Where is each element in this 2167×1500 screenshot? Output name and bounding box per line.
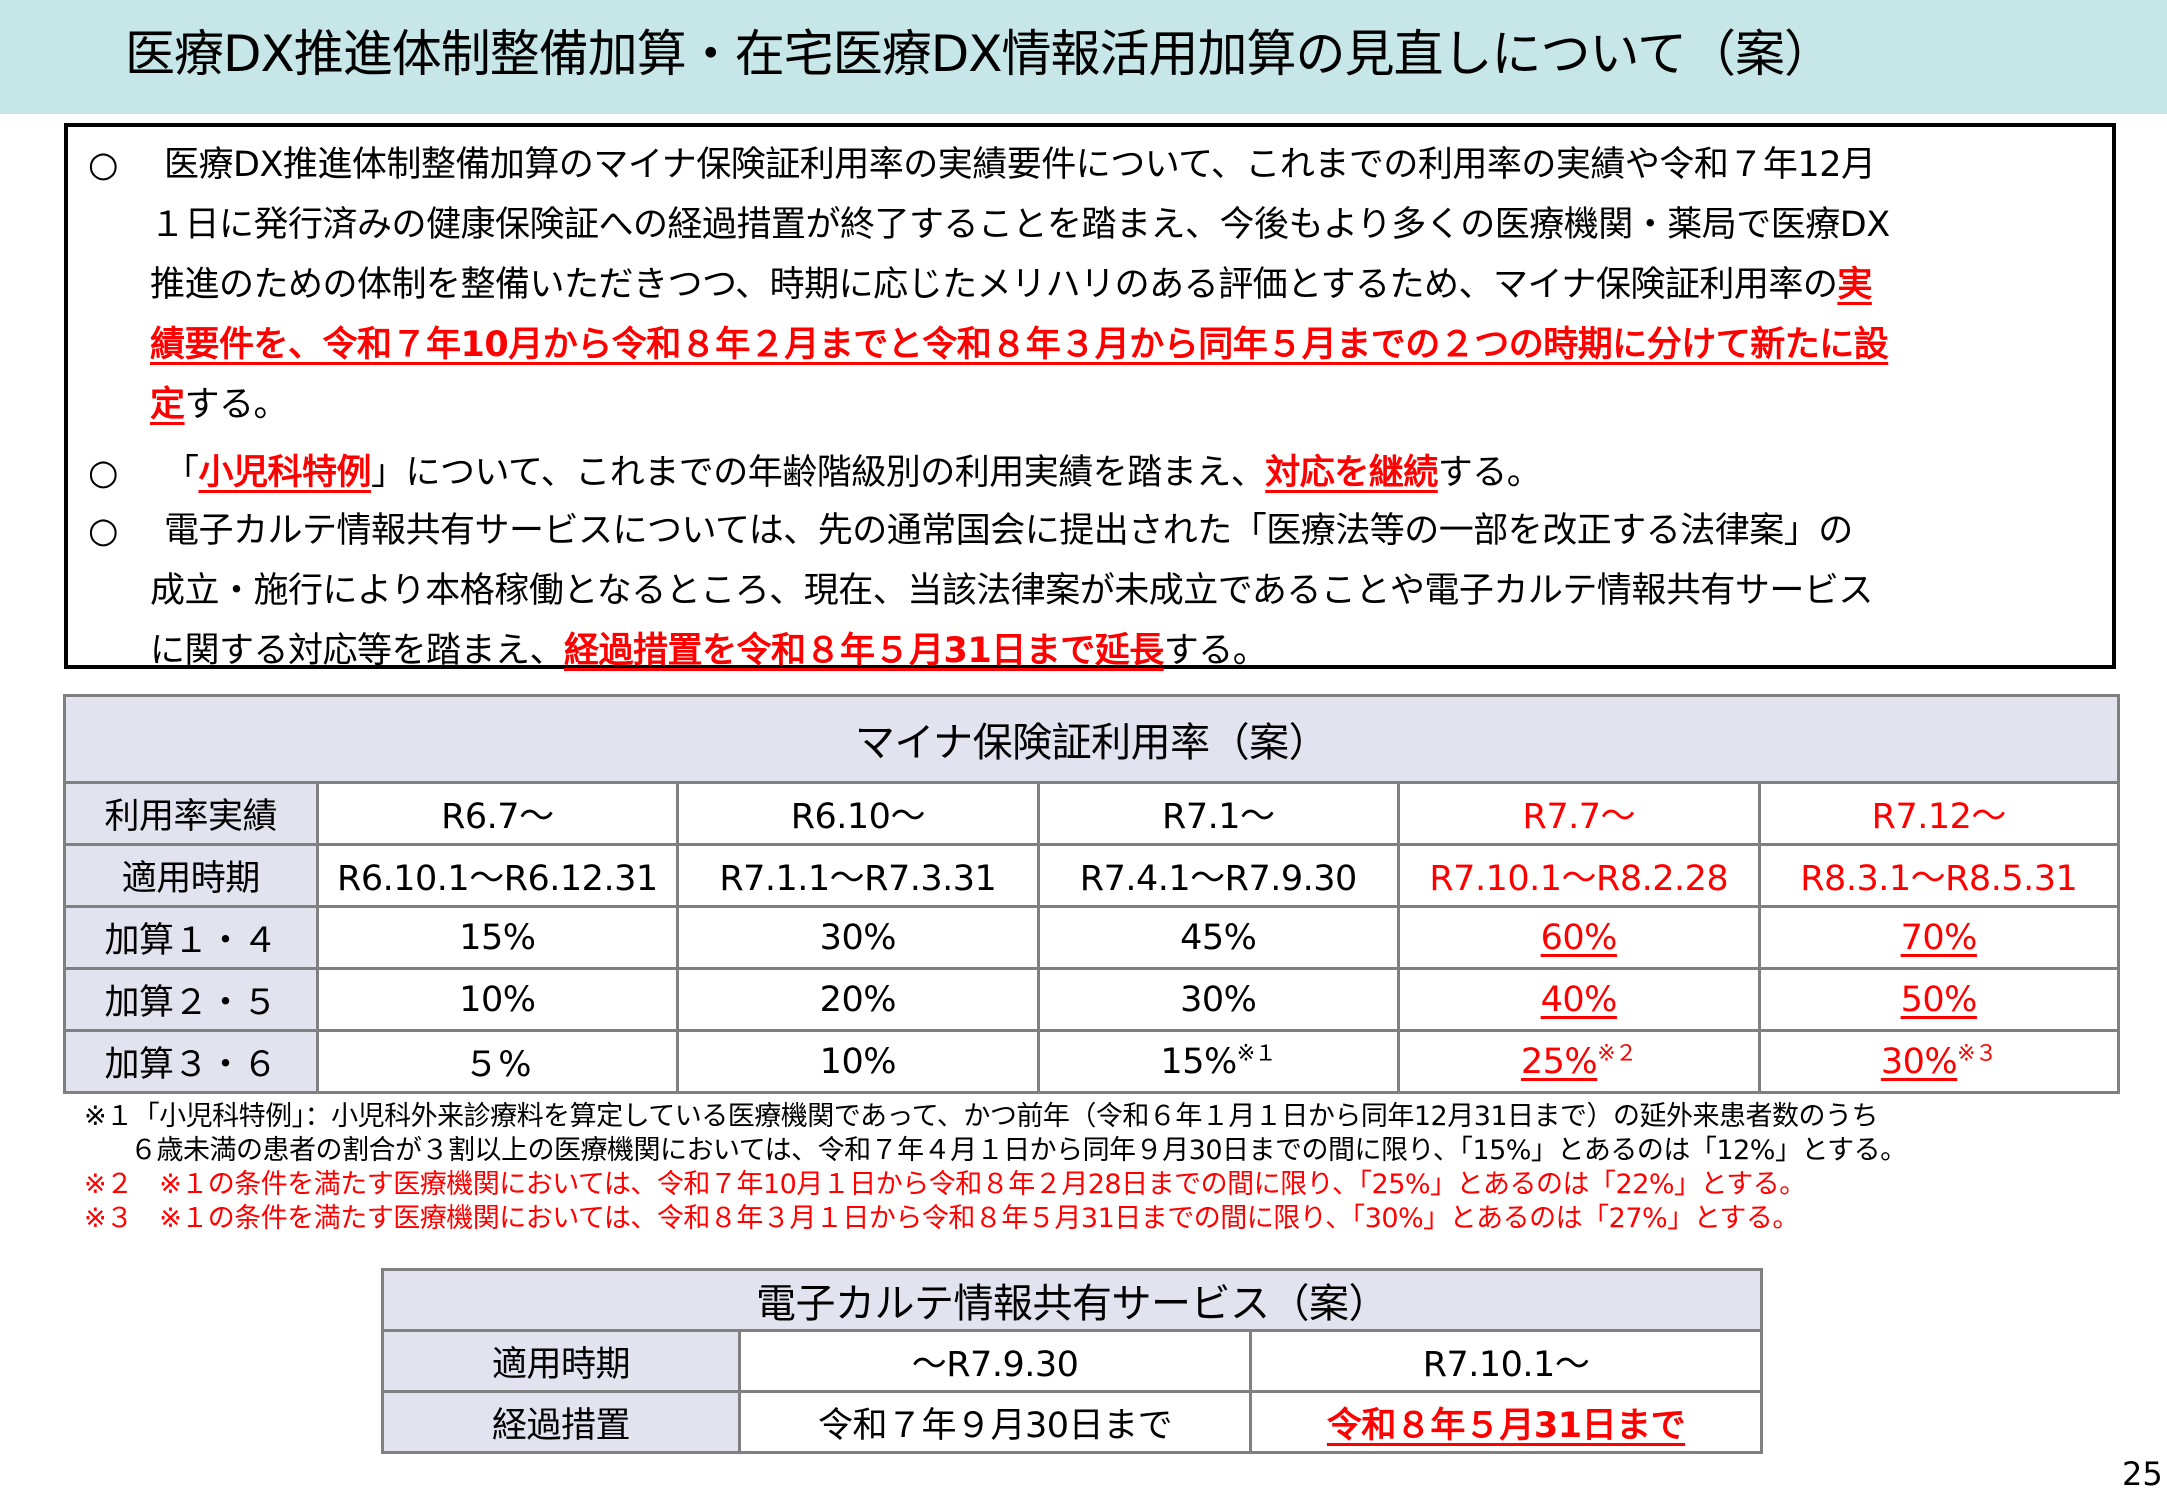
- table-cell: R6.7～: [315, 781, 680, 846]
- summary-box: ○ 医療DX推進体制整備加算のマイナ保険証利用率の実績要件について、これまでの利用…: [64, 123, 2116, 671]
- row-header: 加算３・６: [63, 1029, 319, 1094]
- pediatric-exception-highlight: 小児科特例: [198, 453, 372, 493]
- table-cell: R7.10.1～R8.2.28: [1397, 843, 1761, 908]
- bullet-3-end: する。: [1163, 631, 1268, 671]
- ehr-sharing-service-table: 電子カルテ情報共有サービス（案） 適用時期 ～R7.9.30 R7.10.1～ …: [380, 1268, 1763, 1454]
- table-cell: 30%: [1036, 967, 1401, 1032]
- bullet-3-line-1: 電子カルテ情報共有サービスについては、先の通常国会に提出された「医療法等の一部を…: [164, 511, 1853, 551]
- footnote-ref: ※２: [1597, 1040, 1637, 1066]
- table-cell: R7.1～: [1036, 781, 1401, 846]
- footnote-1: ※１「小児科特例」：小児科外来診療料を算定している医療機関であって、かつ前年（令…: [84, 1101, 1879, 1132]
- table-cell: 15%※１: [1036, 1029, 1401, 1094]
- extension-highlight: 経過措置を令和８年５月31日まで延長: [564, 631, 1164, 671]
- table-cell: 令和７年９月30日まで: [738, 1390, 1253, 1454]
- cell-value: 70%: [1900, 917, 1978, 958]
- circle-bullet-icon: ○: [88, 145, 119, 185]
- table-cell: 20%: [676, 967, 1040, 1032]
- bullet-1-highlight: 績要件を、令和７年10月から令和８年２月までと令和８年３月から同年５月までの２つ…: [150, 325, 1889, 365]
- circle-bullet-icon: ○: [88, 453, 119, 493]
- table-cell: R7.12～: [1757, 781, 2120, 846]
- bullet-2-text: 」について、これまでの年齢階級別の利用実績を踏まえ、: [371, 453, 1266, 493]
- title-bar: 医療DX推進体制整備加算・在宅医療DX情報活用加算の見直しについて（案）: [0, 0, 2167, 114]
- continue-highlight: 対応を継続: [1265, 453, 1438, 493]
- bullet-1-line-5: する。: [184, 385, 289, 425]
- table-cell: 45%: [1036, 905, 1401, 970]
- bullet-3-line-3: に関する対応等を踏まえ、: [150, 631, 565, 671]
- table-row: 加算２・５ 10% 20% 30% 40% 50%: [63, 967, 2120, 1032]
- page-number: 25: [2122, 1455, 2163, 1493]
- row-header: 経過措置: [380, 1390, 742, 1454]
- bullet-3-line-2: 成立・施行により本格稼働となるところ、現在、当該法律案が未成立であることや電子カ…: [150, 571, 1873, 611]
- row-header: 加算２・５: [63, 967, 319, 1032]
- row-header: 適用時期: [380, 1329, 742, 1393]
- table-cell: 30%※３: [1757, 1029, 2120, 1094]
- bullet-2-end: する。: [1437, 453, 1542, 493]
- footnote-1-cont: ６歳未満の患者の割合が３割以上の医療機関においては、令和７年４月１日から同年９月…: [130, 1135, 1907, 1166]
- cell-value: 60%: [1540, 917, 1618, 958]
- circle-bullet-icon: ○: [88, 511, 119, 551]
- bullet-1-highlight-end: 定: [150, 385, 185, 425]
- table-cell: R7.10.1～: [1249, 1329, 1763, 1393]
- row-header: 加算１・４: [63, 905, 319, 970]
- table-row: 利用率実績 R6.7～ R6.10～ R7.1～ R7.7～ R7.12～: [63, 781, 2120, 846]
- bullet-2: ○ 「小児科特例」について、これまでの年齢階級別の利用実績を踏まえ、対応を継続する…: [88, 443, 2088, 503]
- table-cell: 10%: [315, 967, 680, 1032]
- table-row: 適用時期 R6.10.1～R6.12.31 R7.1.1～R7.3.31 R7.…: [63, 843, 2120, 908]
- table-cell: 70%: [1757, 905, 2120, 970]
- table-cell: R8.3.1～R8.5.31: [1757, 843, 2120, 908]
- bullet-1-line-2: １日に発行済みの健康保険証への経過措置が終了することを踏まえ、今後もより多くの医…: [150, 205, 1890, 245]
- bullet-3: ○ 電子カルテ情報共有サービスについては、先の通常国会に提出された「医療法等の一部…: [88, 501, 2088, 681]
- ehr-table-title: 電子カルテ情報共有サービス（案）: [381, 1268, 1763, 1332]
- bullet-1-line-3: 推進のための体制を整備いただきつつ、時期に応じたメリハリのある評価とするため、マ…: [150, 265, 1838, 305]
- footnote-ref: ※３: [1957, 1040, 1997, 1066]
- table-cell: ～R7.9.30: [738, 1329, 1253, 1393]
- table-row: 加算３・６ ５% 10% 15%※１ 25%※２ 30%※３: [63, 1029, 2120, 1094]
- bullet-1-highlight-start: 実: [1837, 265, 1872, 305]
- table-row: 加算１・４ 15% 30% 45% 60% 70%: [63, 905, 2120, 970]
- footnote-ref: ※１: [1236, 1040, 1277, 1066]
- table-cell: 10%: [676, 1029, 1040, 1094]
- table-cell: R6.10.1～R6.12.31: [315, 843, 680, 908]
- table-cell: ５%: [315, 1029, 680, 1094]
- cell-value: 令和８年５月31日まで: [1326, 1405, 1686, 1446]
- footnote-2: ※２ ※１の条件を満たす医療機関においては、令和７年10月１日から令和８年２月2…: [84, 1169, 1806, 1200]
- table-cell: 50%: [1757, 967, 2120, 1032]
- page-title: 医療DX推進体制整備加算・在宅医療DX情報活用加算の見直しについて（案）: [125, 25, 1834, 83]
- footnotes: ※１「小児科特例」：小児科外来診療料を算定している医療機関であって、かつ前年（令…: [84, 1100, 2144, 1236]
- cell-value: 40%: [1540, 979, 1618, 1020]
- cell-value: 50%: [1900, 979, 1978, 1020]
- row-header: 適用時期: [63, 843, 319, 908]
- bullet-1: ○ 医療DX推進体制整備加算のマイナ保険証利用率の実績要件について、これまでの利用…: [88, 135, 2088, 435]
- footnote-3: ※３ ※１の条件を満たす医療機関においては、令和８年３月１日から令和８年５月31…: [84, 1203, 1799, 1234]
- table-row: 経過措置 令和７年９月30日まで 令和８年５月31日まで: [380, 1390, 1763, 1454]
- rate-table-title: マイナ保険証利用率（案）: [63, 694, 2120, 784]
- table-cell: 25%※２: [1397, 1029, 1761, 1094]
- table-row: 適用時期 ～R7.9.30 R7.10.1～: [380, 1329, 1763, 1393]
- table-cell: R7.1.1～R7.3.31: [676, 843, 1040, 908]
- table-cell: 30%: [676, 905, 1040, 970]
- cell-value: 25%: [1520, 1041, 1598, 1082]
- my-number-card-usage-rate-table: マイナ保険証利用率（案） 利用率実績 R6.7～ R6.10～ R7.1～ R7…: [63, 694, 2120, 1094]
- table-cell: R6.10～: [676, 781, 1040, 846]
- table-cell: 令和８年５月31日まで: [1249, 1390, 1763, 1454]
- table-cell: 40%: [1397, 967, 1761, 1032]
- row-header: 利用率実績: [63, 781, 319, 846]
- bracket-open: 「: [164, 453, 199, 493]
- table-cell: R7.7～: [1397, 781, 1761, 846]
- bullet-1-line-1: 医療DX推進体制整備加算のマイナ保険証利用率の実績要件について、これまでの利用率…: [164, 145, 1876, 185]
- cell-value: 30%: [1880, 1041, 1958, 1082]
- cell-value: 15%: [1160, 1041, 1237, 1082]
- table-cell: 60%: [1397, 905, 1761, 970]
- table-cell: R7.4.1～R7.9.30: [1036, 843, 1401, 908]
- table-cell: 15%: [315, 905, 680, 970]
